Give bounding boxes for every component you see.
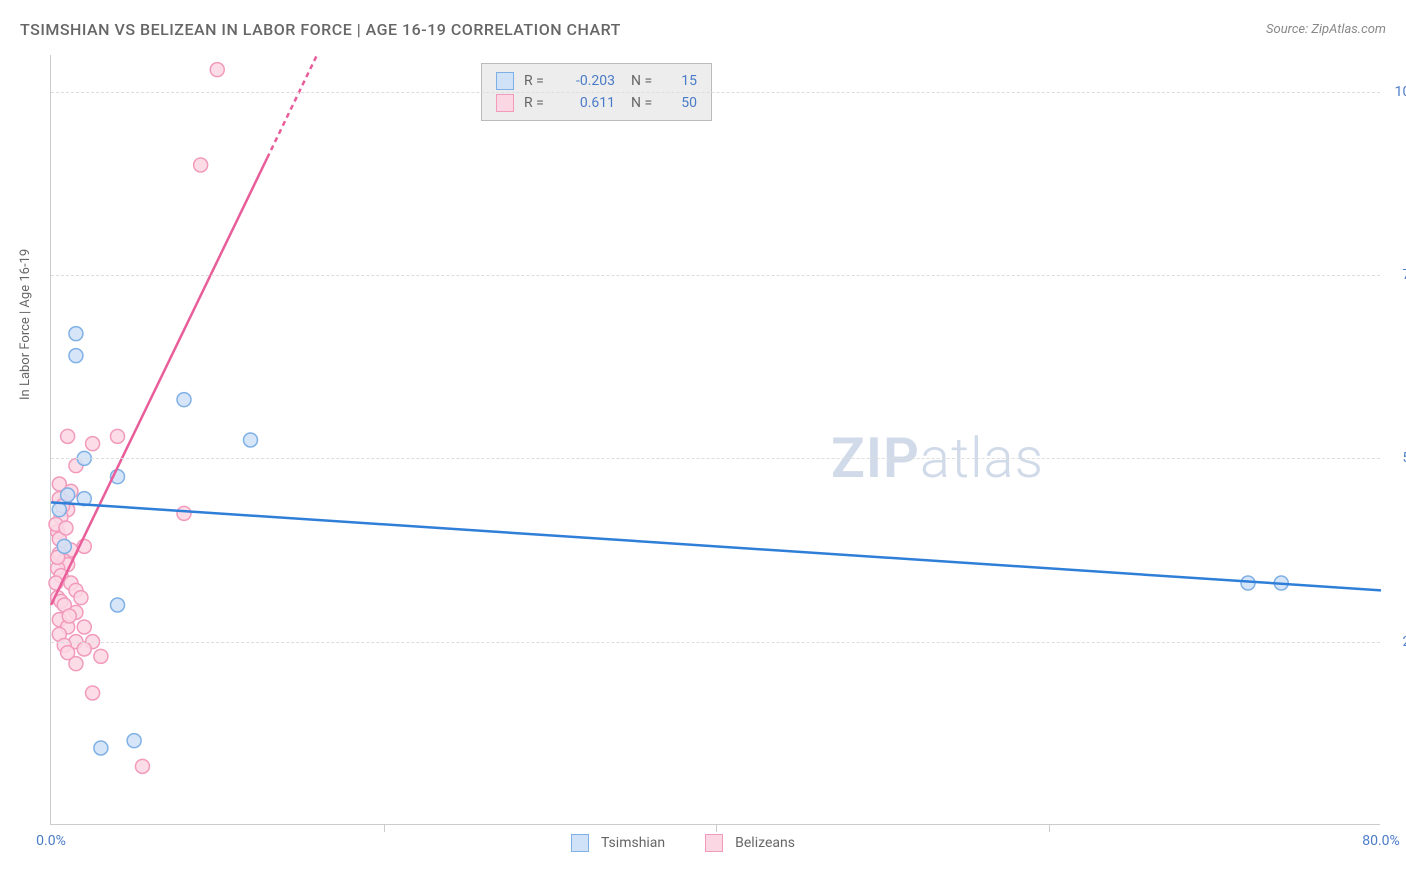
tsimshian-trend-line bbox=[51, 502, 1381, 590]
tsimshian-point bbox=[177, 393, 191, 407]
tsimshian-point bbox=[69, 327, 83, 341]
tsimshian-point bbox=[61, 488, 75, 502]
belizeans-point bbox=[62, 609, 76, 623]
belizeans-point bbox=[74, 591, 88, 605]
source-label: Source: ZipAtlas.com bbox=[1266, 22, 1386, 37]
series-legend-item: Tsimshian bbox=[571, 834, 665, 852]
x-tick bbox=[716, 824, 717, 832]
legend-n-value: 15 bbox=[667, 70, 697, 92]
belizeans-point bbox=[86, 437, 100, 451]
legend-r-label: R = bbox=[524, 70, 554, 92]
belizeans-point bbox=[111, 429, 125, 443]
belizeans-point bbox=[77, 620, 91, 634]
tsimshian-point bbox=[94, 741, 108, 755]
legend-row: R = -0.203 N = 15 bbox=[496, 70, 697, 92]
belizeans-point bbox=[94, 649, 108, 663]
legend-n-value: 50 bbox=[667, 92, 697, 114]
belizeans-point bbox=[59, 521, 73, 535]
legend-n-label: N = bbox=[631, 70, 661, 92]
series-legend-label: Belizeans bbox=[735, 835, 795, 851]
legend-swatch bbox=[705, 834, 723, 852]
legend-row: R = 0.611 N = 50 bbox=[496, 92, 697, 114]
legend-r-value: -0.203 bbox=[560, 70, 615, 92]
series-legend-label: Tsimshian bbox=[601, 835, 665, 851]
belizeans-point bbox=[210, 63, 224, 77]
y-tick-label: 75.0% bbox=[1385, 267, 1406, 283]
y-tick-label: 100.0% bbox=[1385, 84, 1406, 100]
belizeans-point bbox=[194, 158, 208, 172]
belizeans-point bbox=[77, 642, 91, 656]
tsimshian-point bbox=[244, 433, 258, 447]
tsimshian-point bbox=[127, 734, 141, 748]
belizeans-point bbox=[177, 506, 191, 520]
legend-r-label: R = bbox=[524, 92, 554, 114]
tsimshian-point bbox=[69, 349, 83, 363]
legend-swatch bbox=[496, 94, 514, 112]
tsimshian-point bbox=[52, 503, 66, 517]
belizeans-point bbox=[69, 657, 83, 671]
legend-swatch bbox=[571, 834, 589, 852]
series-legend-item: Belizeans bbox=[705, 834, 795, 852]
x-tick-label: 0.0% bbox=[36, 833, 66, 849]
legend-r-value: 0.611 bbox=[560, 92, 615, 114]
gridline bbox=[51, 458, 1380, 459]
belizeans-point bbox=[61, 429, 75, 443]
tsimshian-point bbox=[111, 598, 125, 612]
legend-n-label: N = bbox=[631, 92, 661, 114]
title-bar: TSIMSHIAN VS BELIZEAN IN LABOR FORCE | A… bbox=[20, 20, 1386, 39]
belizeans-trend-line bbox=[51, 158, 267, 605]
plot-area: ZIPatlas R =-0.203N =15R =0.611N =50 Tsi… bbox=[50, 55, 1380, 825]
chart-svg bbox=[51, 55, 1380, 824]
x-tick bbox=[1049, 824, 1050, 832]
belizeans-point bbox=[135, 759, 149, 773]
gridline bbox=[51, 642, 1380, 643]
y-tick-label: 50.0% bbox=[1385, 450, 1406, 466]
belizeans-point bbox=[86, 686, 100, 700]
legend-swatch bbox=[496, 72, 514, 90]
gridline bbox=[51, 275, 1380, 276]
belizeans-trend-line-dashed bbox=[267, 55, 317, 158]
x-tick-label: 80.0% bbox=[1362, 833, 1400, 849]
y-axis-label: In Labor Force | Age 16-19 bbox=[18, 249, 33, 400]
x-tick bbox=[384, 824, 385, 832]
y-tick-label: 25.0% bbox=[1385, 634, 1406, 650]
gridline bbox=[51, 92, 1380, 93]
chart-title: TSIMSHIAN VS BELIZEAN IN LABOR FORCE | A… bbox=[20, 20, 621, 39]
series-legend: Tsimshian Belizeans bbox=[571, 834, 795, 852]
tsimshian-point bbox=[57, 539, 71, 553]
